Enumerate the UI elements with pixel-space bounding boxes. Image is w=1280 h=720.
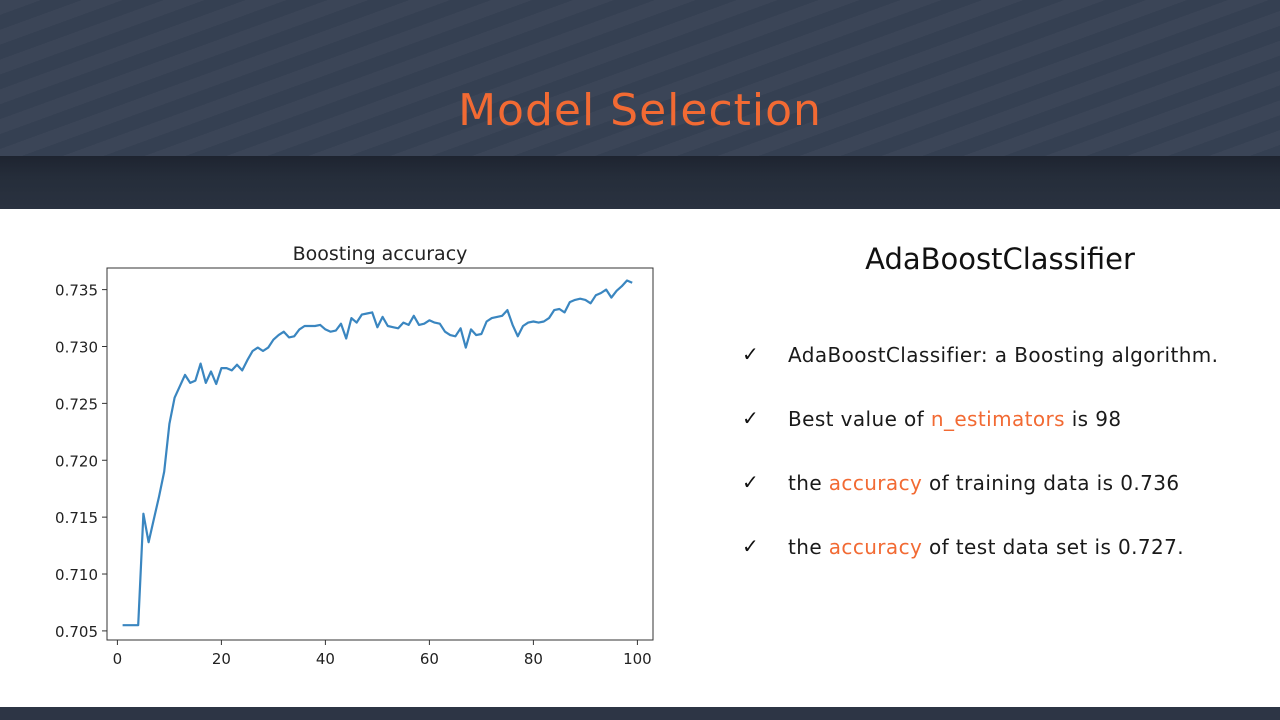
bullet-text-part: the bbox=[788, 535, 829, 559]
series-line bbox=[122, 279, 633, 627]
bullet-text-part: the bbox=[788, 471, 829, 495]
chart-title: Boosting accuracy bbox=[293, 243, 468, 265]
bullet-item: ✓ the accuracy of training data is 0.736 bbox=[742, 470, 1272, 534]
bullet-text: the accuracy of training data is 0.736 bbox=[788, 471, 1179, 495]
y-tick-label: 0.710 bbox=[55, 566, 98, 584]
checkmark-icon: ✓ bbox=[742, 470, 760, 494]
bullet-text-part: Best value of bbox=[788, 407, 931, 431]
x-tick-label: 100 bbox=[623, 650, 652, 668]
header-banner bbox=[0, 0, 1280, 156]
bullet-text-part: of training data is 0.736 bbox=[922, 471, 1180, 495]
y-tick-label: 0.725 bbox=[55, 395, 98, 413]
bullet-item: ✓ Best value of n_estimators is 98 bbox=[742, 406, 1272, 470]
checkmark-icon: ✓ bbox=[742, 534, 760, 558]
checkmark-icon: ✓ bbox=[742, 406, 760, 430]
y-tick-label: 0.720 bbox=[55, 452, 98, 470]
bullet-text: AdaBoostClassifier: a Boosting algorithm… bbox=[788, 343, 1218, 367]
bullet-item: ✓ the accuracy of test data set is 0.727… bbox=[742, 534, 1272, 598]
bullet-list: ✓ AdaBoostClassifier: a Boosting algorit… bbox=[742, 342, 1272, 598]
y-tick-label: 0.705 bbox=[55, 623, 98, 641]
footer-bar bbox=[0, 707, 1280, 720]
plot-area-frame bbox=[106, 267, 654, 641]
x-tick-label: 0 bbox=[113, 650, 123, 668]
highlight-term: accuracy bbox=[828, 471, 923, 495]
chart-svg: Boosting accuracy 0.7050.7100.7150.7200.… bbox=[55, 243, 654, 668]
y-axis: 0.705 0.710 0.715 0.720 0.725 0.730 0.735 bbox=[55, 282, 107, 641]
highlight-term: n_estimators bbox=[930, 407, 1065, 431]
y-tick-label: 0.735 bbox=[55, 282, 98, 300]
panel-heading: AdaBoostClassifier bbox=[865, 242, 1135, 276]
slide-title: Model Selection bbox=[458, 85, 822, 137]
x-axis: 0 20 40 60 80 100 bbox=[113, 640, 652, 668]
bullet-text-part: is 98 bbox=[1064, 407, 1122, 431]
y-tick-label: 0.715 bbox=[55, 509, 98, 527]
bullet-text: Best value of n_estimators is 98 bbox=[788, 407, 1121, 431]
x-tick-label: 40 bbox=[316, 650, 335, 668]
bullet-item: ✓ AdaBoostClassifier: a Boosting algorit… bbox=[742, 342, 1272, 406]
y-tick-label: 0.730 bbox=[55, 338, 98, 356]
bullet-text-part: of test data set is 0.727. bbox=[922, 535, 1185, 559]
boosting-accuracy-chart: Boosting accuracy 0.705 0.710 0.715 0.720 0.… bbox=[40, 235, 680, 675]
x-tick-label: 20 bbox=[212, 650, 231, 668]
x-tick-label: 60 bbox=[420, 650, 439, 668]
header-shadow-band bbox=[0, 156, 1280, 209]
bullet-text: the accuracy of test data set is 0.727. bbox=[788, 535, 1184, 559]
highlight-term: accuracy bbox=[828, 535, 923, 559]
x-tick-label: 80 bbox=[524, 650, 543, 668]
checkmark-icon: ✓ bbox=[742, 342, 760, 366]
bullet-text-part: AdaBoostClassifier: a Boosting algorithm… bbox=[788, 343, 1219, 367]
